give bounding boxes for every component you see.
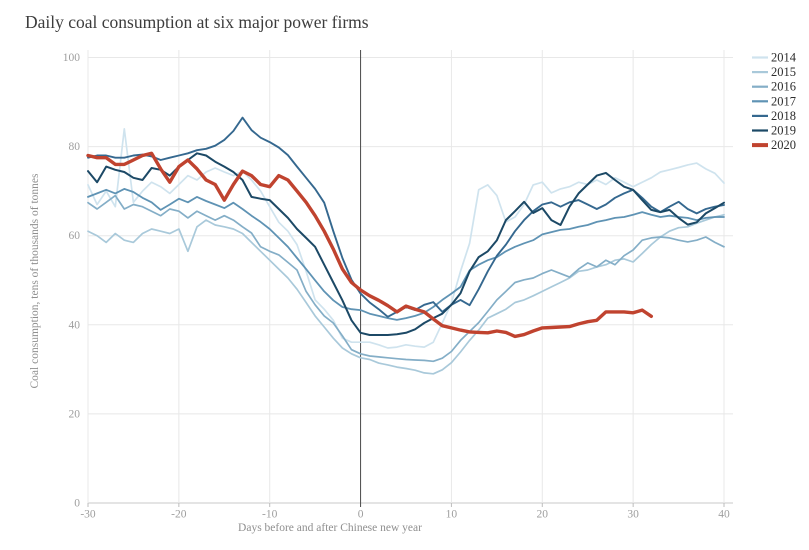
legend-label-2015: 2015 (771, 65, 796, 79)
legend-label-2020: 2020 (771, 138, 796, 152)
series-line-2019 (87, 152, 725, 336)
legend-label-2016: 2016 (771, 80, 796, 94)
legend-label-2018: 2018 (771, 109, 796, 123)
legend-label-2019: 2019 (771, 124, 796, 138)
series-line-2018 (87, 116, 725, 318)
y-axis-title: Coal consumption, tens of thousands of t… (29, 173, 41, 388)
x-tick-label: 30 (627, 509, 639, 521)
legend-label-2014: 2014 (771, 51, 797, 65)
legend-label-2017: 2017 (771, 94, 796, 108)
chart-title: Daily coal consumption at six major powe… (25, 12, 369, 32)
y-tick-label: 80 (69, 141, 81, 153)
series-line-2020 (86, 151, 653, 339)
x-tick-label: -20 (171, 509, 187, 521)
y-tick-label: 100 (63, 52, 81, 64)
series-line-2014 (87, 127, 725, 349)
series-line-2017 (87, 187, 725, 321)
x-tick-label: 0 (358, 509, 364, 521)
y-tick-label: 40 (69, 319, 81, 331)
x-tick-label: 20 (537, 509, 549, 521)
series-line-2016 (87, 194, 725, 363)
x-tick-label: -10 (262, 509, 278, 521)
x-axis-title: Days before and after Chinese new year (238, 522, 422, 534)
x-tick-label: 10 (446, 509, 458, 521)
y-tick-label: 0 (74, 498, 80, 510)
series-line-2015 (87, 213, 725, 375)
y-tick-label: 20 (69, 408, 81, 420)
x-tick-label: -30 (80, 509, 96, 521)
y-tick-label: 60 (69, 230, 81, 242)
x-tick-label: 40 (718, 509, 730, 521)
